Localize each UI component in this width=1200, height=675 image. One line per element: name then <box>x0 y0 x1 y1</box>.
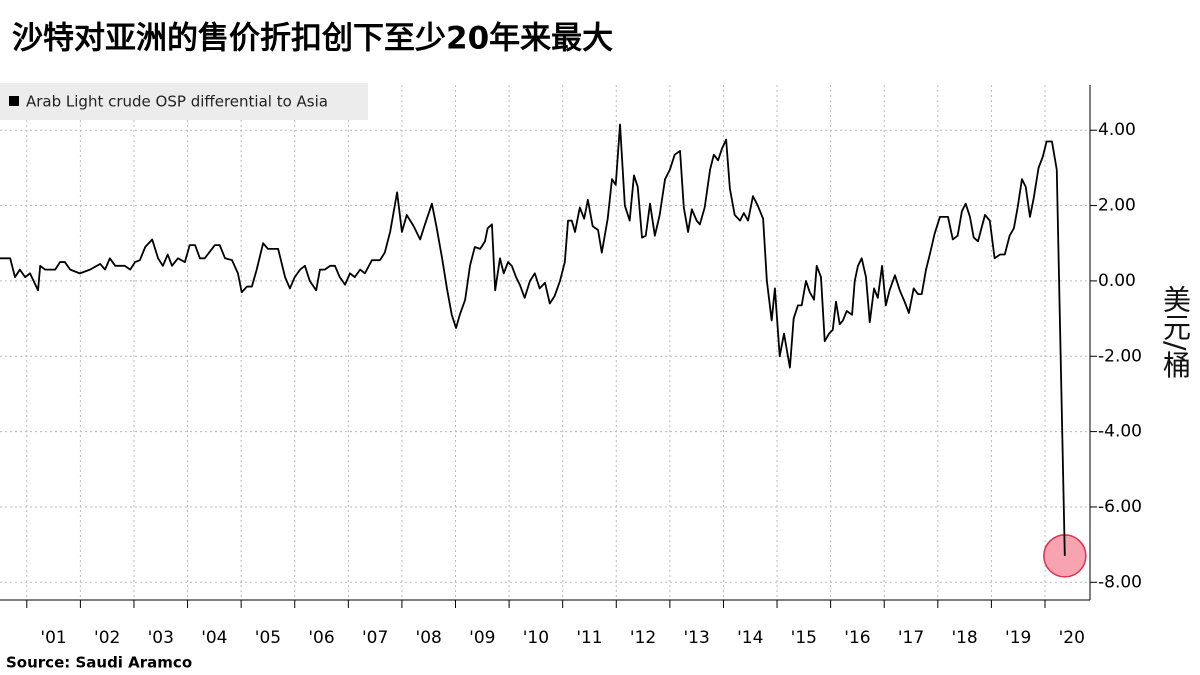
y-tick-label: 2.00 <box>1098 196 1136 216</box>
y-tick-label: -2.00 <box>1098 346 1142 366</box>
x-tick-label: '14 <box>737 628 763 648</box>
x-tick-label: '18 <box>951 628 977 648</box>
y-tick-label: 4.00 <box>1098 120 1136 140</box>
x-tick-label: '07 <box>362 628 388 648</box>
x-tick-label: '09 <box>469 628 495 648</box>
x-tick-label: '13 <box>684 628 710 648</box>
x-tick-label: '10 <box>523 628 549 648</box>
x-tick-label: '20 <box>1059 628 1085 648</box>
chart-title: 沙特对亚洲的售价折扣创下至少20年来最大 <box>12 21 613 57</box>
x-tick-label: '08 <box>416 628 442 648</box>
y-tick-label: 0.00 <box>1098 271 1136 291</box>
x-tick-label: '11 <box>576 628 602 648</box>
legend-label: Arab Light crude OSP differential to Asi… <box>26 93 328 111</box>
y-tick-label: -4.00 <box>1098 422 1142 442</box>
x-tick-label: '02 <box>94 628 120 648</box>
x-tick-label: '17 <box>898 628 924 648</box>
x-tick-label: '05 <box>255 628 281 648</box>
x-tick-label: '16 <box>844 628 870 648</box>
x-tick-label: '12 <box>630 628 656 648</box>
y-tick-label: -6.00 <box>1098 497 1142 517</box>
source: Source: Saudi Aramco <box>6 654 192 672</box>
y-tick-label: -8.00 <box>1098 572 1142 592</box>
line <box>0 123 1066 556</box>
x-tick-label: '19 <box>1005 628 1031 648</box>
x-tick-label: '06 <box>308 628 334 648</box>
x-tick-label: '15 <box>791 628 817 648</box>
legend-box <box>0 83 368 120</box>
x-tick-label: '01 <box>40 628 66 648</box>
x-tick-label: '03 <box>148 628 174 648</box>
x-tick-label: '04 <box>201 628 227 648</box>
legend-swatch <box>9 96 19 106</box>
y-axis-label: 美元/桶 <box>1159 285 1192 379</box>
